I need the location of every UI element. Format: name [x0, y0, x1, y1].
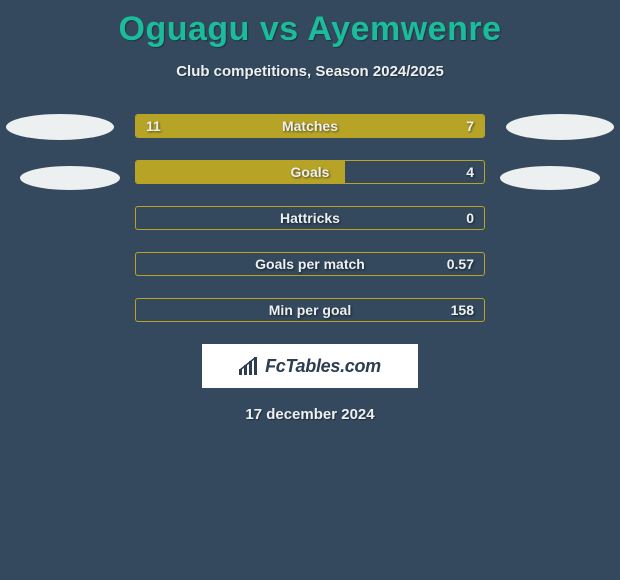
stat-right-value: 7 — [466, 115, 474, 137]
stat-row: Min per goal158 — [135, 298, 485, 322]
stat-label: Min per goal — [136, 299, 484, 321]
decor-ellipse-left-top — [6, 114, 114, 140]
brand-logo: FcTables.com — [202, 344, 418, 388]
stat-right-value: 0 — [466, 207, 474, 229]
page-title: Oguagu vs Ayemwenre — [0, 0, 620, 49]
comparison-stage: 11Matches7 Goals4 Hattricks0 Goals per matc… — [0, 114, 620, 322]
stat-row: Goals4 — [135, 160, 485, 184]
decor-ellipse-right-bottom — [500, 166, 600, 190]
report-date: 17 december 2024 — [0, 406, 620, 423]
stat-right-value: 158 — [451, 299, 474, 321]
stat-left-fill — [136, 161, 345, 183]
stat-bars: 11Matches7 Goals4 Hattricks0 Goals per matc… — [135, 114, 485, 322]
stat-left-fill — [136, 115, 484, 137]
brand-logo-text: FcTables.com — [265, 356, 381, 377]
subtitle: Club competitions, Season 2024/2025 — [0, 63, 620, 80]
bar-chart-icon — [239, 357, 261, 375]
stat-label: Hattricks — [136, 207, 484, 229]
stat-row: Goals per match0.57 — [135, 252, 485, 276]
stat-left-value: 11 — [146, 115, 161, 137]
stat-right-value: 0.57 — [447, 253, 474, 275]
decor-ellipse-right-top — [506, 114, 614, 140]
stat-right-value: 4 — [466, 161, 474, 183]
decor-ellipse-left-bottom — [20, 166, 120, 190]
stat-label: Goals per match — [136, 253, 484, 275]
stat-row: Hattricks0 — [135, 206, 485, 230]
stat-row: 11Matches7 — [135, 114, 485, 138]
